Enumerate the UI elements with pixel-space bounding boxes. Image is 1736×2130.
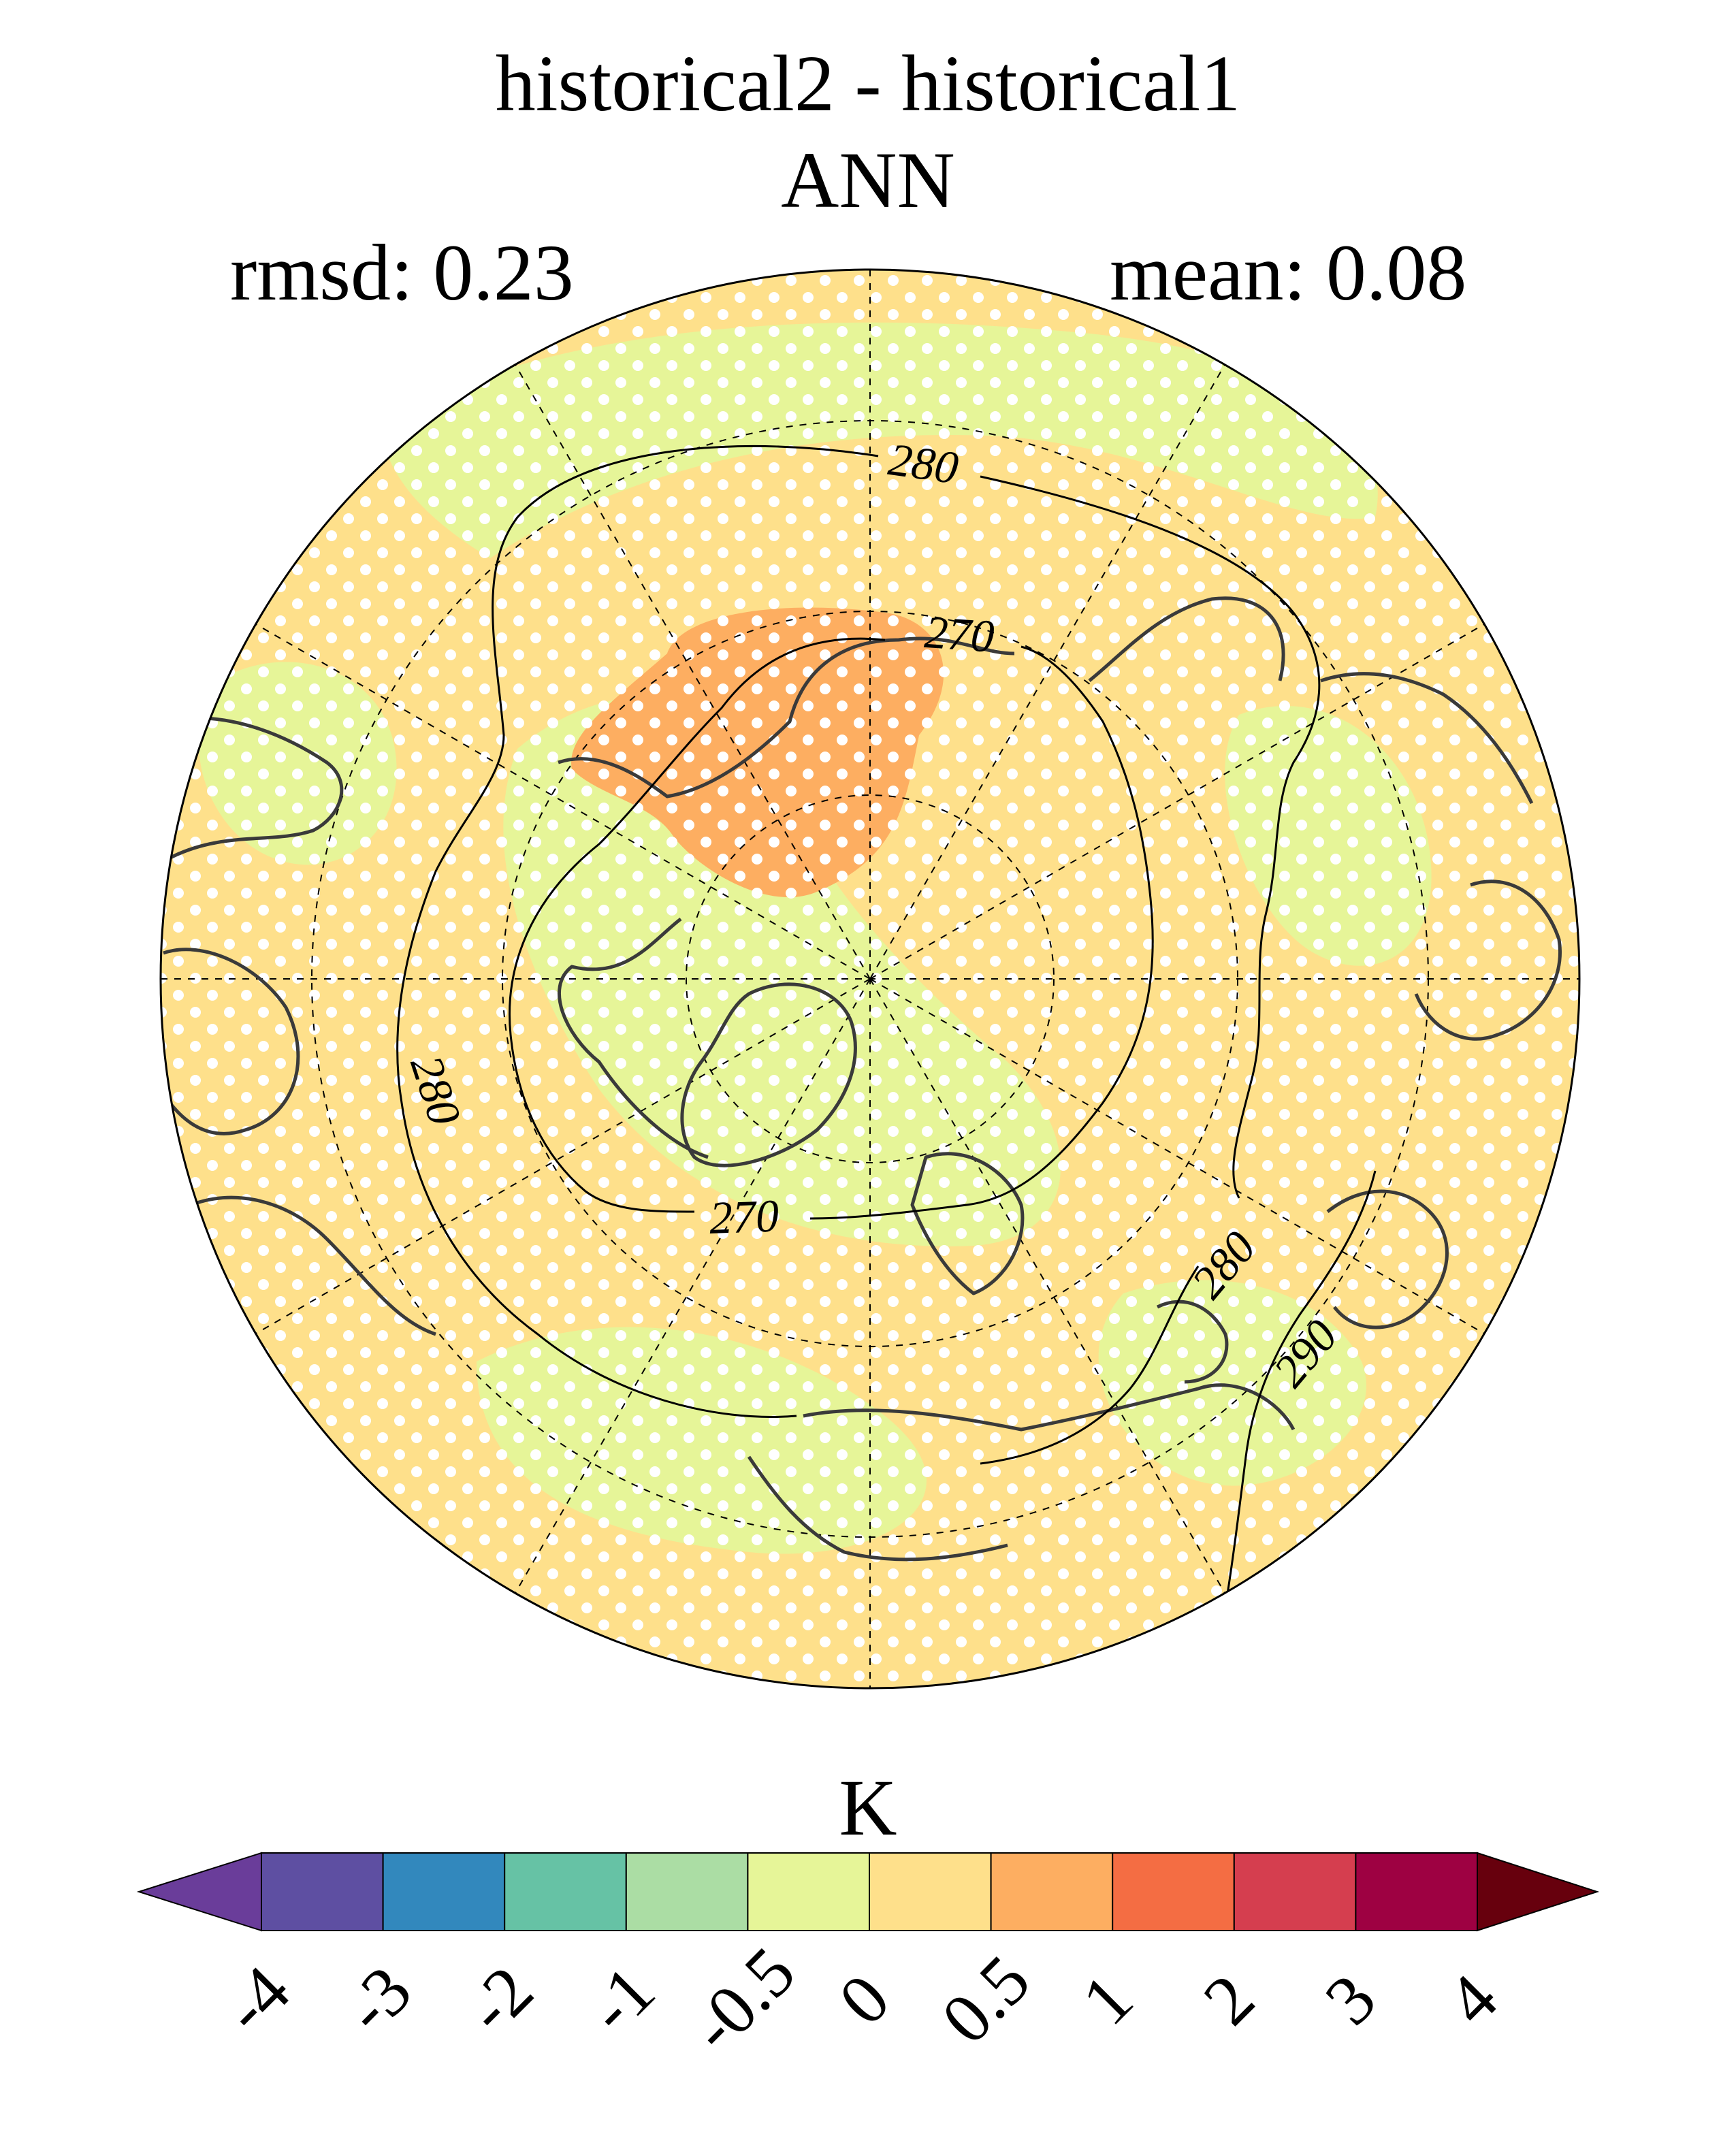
contour-line: [809, 645, 1154, 1220]
plot-subtitle-season: ANN: [781, 135, 955, 225]
contour-line: [980, 1265, 1200, 1465]
meridian: [869, 978, 1225, 1594]
coastline: [803, 1383, 1296, 1432]
graticule: [161, 270, 1579, 1688]
contour-line: [980, 475, 1321, 1199]
meridian: [869, 364, 1225, 980]
coastline: [558, 636, 1015, 798]
colorbar-tick-label: -3: [329, 1951, 427, 2048]
coastline: [161, 948, 300, 1135]
contour-line: [509, 637, 886, 1213]
coastlines: [161, 596, 1562, 1562]
colorbar-tick-label: 3: [1311, 1959, 1391, 2039]
colorbar-swatch: [869, 1852, 992, 1931]
colorbar-tick-label: -1: [573, 1951, 670, 2048]
colorbar-tick-label: 4: [1432, 1959, 1512, 2039]
colorbar-tick-label: 0.5: [927, 1941, 1044, 2059]
coastline: [176, 1195, 436, 1336]
meridian: [255, 624, 871, 980]
contour-label: 270: [709, 1189, 780, 1244]
colorbar-under-arrow: [136, 1852, 262, 1932]
colorbar-body: [136, 1852, 1600, 1932]
meridian: [515, 978, 871, 1594]
colorbar: K -4 -3 -2 -1 -0.5 0 0.5 1 2 3 4: [136, 1763, 1600, 2067]
colorbar-swatch: [625, 1852, 749, 1931]
contour-line: [396, 445, 879, 1418]
colorbar-swatch: [1233, 1852, 1357, 1931]
latitude-circle: [686, 794, 1055, 1163]
coastline: [558, 918, 709, 1159]
colorbar-tick-labels: -4 -3 -2 -1 -0.5 0 0.5 1 2 3 4: [208, 1933, 1512, 2067]
colorbar-tick-label: 2: [1189, 1959, 1269, 2039]
colorbar-swatch: [1112, 1852, 1235, 1931]
coastline: [161, 716, 344, 860]
climatology-contours: [396, 445, 1377, 1607]
colorbar-swatch: [382, 1852, 506, 1931]
mean-label: mean: 0.08: [1110, 228, 1467, 317]
coastline: [747, 1455, 1008, 1562]
colorbar-tick-label: -0.5: [675, 1933, 810, 2067]
colorbar-over-arrow: [1477, 1852, 1600, 1932]
colorbar-swatch: [1355, 1852, 1479, 1931]
coastline: [1320, 672, 1534, 805]
polar-map: 280 270 280 270 280 290: [159, 268, 1581, 1690]
map-boundary: [159, 268, 1581, 1690]
colorbar-swatch: [747, 1852, 871, 1931]
contour-label: 280: [886, 433, 962, 494]
colorbar-tick-label: -2: [451, 1951, 548, 2048]
rmsd-label: rmsd: 0.23: [230, 228, 574, 317]
colorbar-tick-label: -4: [208, 1951, 305, 2048]
colorbar-unit-label: K: [839, 1763, 897, 1852]
coastline: [1326, 1189, 1449, 1329]
coastline: [1088, 596, 1285, 682]
colorbar-tick-label: 0: [824, 1959, 904, 2039]
contour-line: [1224, 1170, 1377, 1607]
plot-title: historical2 - historical1: [495, 39, 1241, 128]
colorbar-swatch: [261, 1852, 384, 1931]
coastline-greenland: [680, 982, 857, 1167]
colorbar-swatch: [504, 1852, 627, 1931]
coastline: [1414, 880, 1562, 1041]
meridian: [515, 364, 871, 980]
coastline-scandinavia: [910, 1152, 1025, 1295]
colorbar-swatch: [990, 1852, 1114, 1931]
coastline: [1156, 1300, 1229, 1384]
meridian: [869, 624, 1485, 980]
contour-label: 270: [923, 606, 996, 662]
colorbar-tick-label: 1: [1067, 1959, 1148, 2039]
meridian: [869, 978, 1485, 1334]
